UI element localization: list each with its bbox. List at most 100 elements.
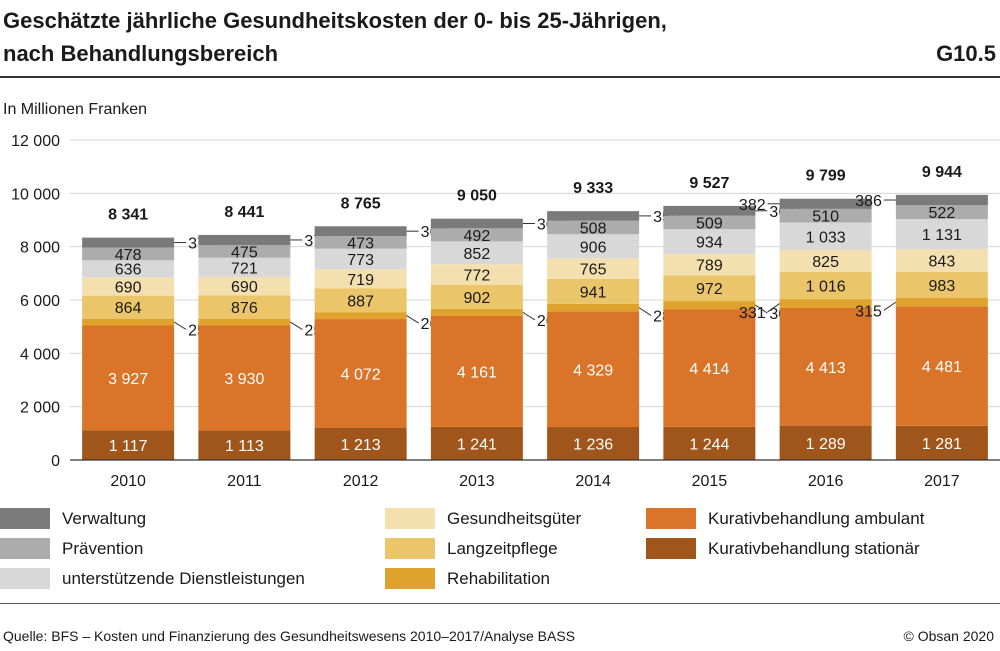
legend-item-langzeitpflege: Langzeitpflege (385, 538, 558, 559)
bar-segment-2011-s2 (198, 318, 291, 326)
bar-segment-2017-s5 (895, 219, 988, 250)
bar-segment-2011-s6 (198, 244, 291, 258)
leader-line-2010-s2 (173, 321, 187, 330)
data-label-2011-s4: 690 (231, 279, 258, 296)
data-label-2011-s3: 876 (231, 300, 258, 317)
bar-segment-2010-s1 (82, 325, 175, 431)
data-label-2010-s3: 864 (115, 300, 142, 317)
bar-segment-2010-s0 (82, 430, 175, 460)
bar-segment-2017-s3 (895, 271, 988, 298)
x-tick-label-2017: 2017 (924, 473, 960, 490)
bar-segment-2017-s4 (895, 249, 988, 272)
data-label-2015-s6: 509 (696, 215, 723, 232)
total-label-2011: 8 441 (224, 204, 264, 221)
bar-segment-2011-s5 (198, 257, 291, 277)
y-tick-label-0: 0 (51, 453, 60, 470)
legend-item-ambulant: Kurativbehandlung ambulant (646, 508, 924, 529)
leader-line-2013-s2 (522, 311, 536, 321)
data-label-2015-s3: 972 (696, 281, 723, 298)
data-label-2010-s4: 690 (115, 279, 142, 296)
data-label-2016-s7: 382 (739, 197, 766, 214)
total-label-2014: 9 333 (573, 180, 613, 197)
bar-segment-2012-s4 (314, 269, 407, 289)
leader-line-2012-s2 (406, 315, 419, 324)
legend-label-verwaltung: Verwaltung (62, 508, 147, 528)
bar-segment-2010-s3 (82, 295, 175, 319)
total-label-2010: 8 341 (108, 207, 148, 224)
data-label-2017-s0: 1 281 (922, 436, 962, 453)
bar-segment-2014-s1 (547, 311, 640, 428)
legend-swatch-ambulant (646, 508, 696, 529)
bar-segment-2015-s0 (663, 426, 756, 460)
total-label-2013: 9 050 (457, 188, 497, 205)
data-label-2017-s5: 1 131 (922, 227, 962, 244)
x-tick-label-2010: 2010 (110, 473, 146, 490)
bar-segment-2017-s7 (895, 194, 988, 206)
legend-swatch-stationaer (646, 538, 696, 559)
bar-segment-2013-s1 (430, 315, 523, 427)
chart-title-line-1: Geschätzte jährliche Gesundheitskosten d… (3, 8, 667, 33)
legend-item-dienstleistungen: unterstützende Dienstleistungen (0, 568, 305, 589)
data-label-2014-s5: 906 (580, 239, 607, 256)
bar-segment-2014-s3 (547, 278, 640, 304)
y-tick-label-6000: 6 000 (20, 293, 60, 310)
bar-segment-2017-s2 (895, 297, 988, 307)
legend-swatch-langzeitpflege (385, 538, 435, 559)
total-label-2017: 9 944 (922, 164, 962, 181)
bar-segment-2013-s2 (430, 308, 523, 316)
data-label-2010-s5: 636 (115, 262, 142, 279)
data-label-2012-s4: 719 (347, 272, 374, 289)
bar-segment-2014-s2 (547, 303, 640, 312)
bar-segment-2012-s6 (314, 236, 407, 249)
x-tick-label-2012: 2012 (343, 473, 379, 490)
data-label-2017-s1: 4 481 (922, 359, 962, 376)
data-label-2011-s5: 721 (231, 260, 258, 277)
bar-segment-2013-s6 (430, 228, 523, 242)
data-label-2017-s7: 386 (855, 193, 882, 210)
bar-segment-2016-s3 (779, 272, 872, 300)
x-tick-label-2014: 2014 (575, 473, 611, 490)
legend-swatch-praevention (0, 538, 50, 559)
bar-segment-2015-s2 (663, 301, 756, 310)
data-label-2017-s2: 315 (855, 303, 882, 320)
legend-label-stationaer: Kurativbehandlung stationär (708, 538, 920, 558)
top-divider (0, 76, 1000, 78)
bar-segment-2015-s1 (663, 309, 756, 427)
leader-line-2014-s2 (638, 307, 652, 317)
data-label-2010-s0: 1 117 (109, 438, 148, 455)
bar-segment-2017-s6 (895, 205, 988, 220)
data-label-2016-s0: 1 289 (806, 436, 846, 453)
y-axis-unit-label: In Millionen Franken (3, 101, 148, 118)
bar-segment-2010-s5 (82, 260, 175, 278)
bar-segment-2010-s2 (82, 318, 175, 326)
legend-swatch-rehabilitation (385, 568, 435, 589)
bar-segment-2012-s0 (314, 427, 407, 460)
bar-segment-2012-s3 (314, 288, 407, 313)
data-label-2011-s1: 3 930 (224, 371, 264, 388)
leader-line-2015-s2 (755, 304, 768, 314)
bar-segment-2014-s5 (547, 234, 640, 259)
x-tick-label-2011: 2011 (227, 473, 262, 490)
data-label-2011-s0: 1 113 (225, 438, 264, 455)
data-label-2012-s1: 4 072 (341, 366, 381, 383)
data-label-2016-s3: 1 016 (806, 279, 846, 296)
legend-label-ambulant: Kurativbehandlung ambulant (708, 508, 925, 528)
bar-segment-2013-s3 (430, 284, 523, 309)
source-note: Quelle: BFS – Kosten und Finanzierung de… (3, 628, 576, 644)
bar-segment-2010-s7 (82, 237, 175, 248)
bar-segment-2015-s5 (663, 229, 756, 255)
total-label-2015: 9 527 (689, 175, 729, 192)
data-label-2016-s1: 4 413 (806, 360, 846, 377)
bar-segment-2011-s7 (198, 234, 291, 245)
data-label-2014-s6: 508 (580, 220, 607, 237)
bar-segment-2013-s0 (430, 426, 523, 460)
bar-segment-2014-s4 (547, 258, 640, 279)
data-label-2014-s3: 941 (580, 284, 607, 301)
bar-segment-2015-s4 (663, 254, 756, 276)
bar-segment-2017-s0 (895, 425, 988, 460)
data-label-2015-s0: 1 244 (689, 436, 729, 453)
bar-segment-2015-s7 (663, 205, 756, 216)
x-tick-label-2015: 2015 (692, 473, 728, 490)
bar-segment-2012-s1 (314, 319, 407, 428)
chart-code: G10.5 (936, 41, 996, 66)
